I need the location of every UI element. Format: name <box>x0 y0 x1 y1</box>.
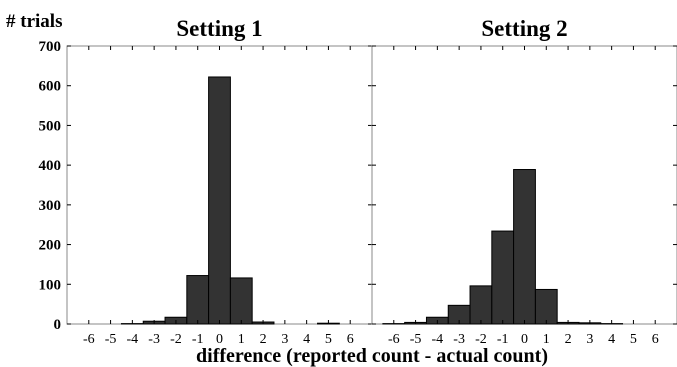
y-tick-label: 300 <box>39 198 62 214</box>
x-tick-label: -1 <box>192 332 204 347</box>
y-tick-label: 700 <box>39 39 62 55</box>
x-tick-label: -4 <box>127 332 139 347</box>
x-tick-label: 5 <box>630 332 637 347</box>
panel-2: -6 -5 -4 -3 -2 -1 0 1 2 3 4 5 6 Setting 2 <box>371 16 677 347</box>
panel-1: -6 -5 -4 -3 -2 -1 0 1 2 3 4 5 6010020030040050060070… <box>39 16 373 347</box>
x-tick-label: 4 <box>608 332 615 347</box>
x-axis-label: difference (reported count - actual coun… <box>196 345 548 367</box>
x-tick-label: 1 <box>238 332 245 347</box>
x-tick-label: 5 <box>325 332 332 347</box>
y-tick-label: 600 <box>39 79 62 95</box>
bar <box>469 285 493 325</box>
x-tick-label: -6 <box>83 332 95 347</box>
x-tick-label: -4 <box>432 332 444 347</box>
x-tick-label: 6 <box>652 332 659 347</box>
x-tick-label: 6 <box>347 332 354 347</box>
y-tick-label: 0 <box>54 317 62 333</box>
x-tick-label: 4 <box>303 332 310 347</box>
x-tick-label: 0 <box>216 332 223 347</box>
plot-area: -6 -5 -4 -3 -2 -1 0 1 2 3 4 5 6010020030040050060070… <box>39 16 677 347</box>
panel-title: Setting 2 <box>481 16 567 41</box>
panel-title: Setting 1 <box>176 16 262 41</box>
bar <box>491 230 515 325</box>
bar <box>186 275 210 325</box>
y-tick-label: 200 <box>39 238 62 254</box>
bar <box>208 76 231 325</box>
x-tick-label: -5 <box>410 332 422 347</box>
x-tick-label: -6 <box>388 332 400 347</box>
bar <box>229 277 253 325</box>
x-tick-label: -3 <box>148 332 160 347</box>
x-tick-label: -2 <box>475 332 487 347</box>
x-tick-label: 2 <box>260 332 267 347</box>
x-tick-label: 3 <box>281 332 288 347</box>
bar <box>513 169 536 325</box>
x-tick-label: 2 <box>565 332 572 347</box>
x-tick-label: 3 <box>586 332 593 347</box>
bar <box>534 288 558 325</box>
x-tick-label: -1 <box>497 332 509 347</box>
y-tick-label: 500 <box>39 118 62 134</box>
x-tick-label: -2 <box>170 332 182 347</box>
y-axis-label: # trials <box>6 11 62 32</box>
x-tick-label: 0 <box>521 332 528 347</box>
x-tick-label: -5 <box>105 332 117 347</box>
x-tick-label: -3 <box>453 332 465 347</box>
y-tick-label: 100 <box>39 277 62 293</box>
x-tick-label: 1 <box>543 332 550 347</box>
y-tick-label: 400 <box>39 158 62 174</box>
